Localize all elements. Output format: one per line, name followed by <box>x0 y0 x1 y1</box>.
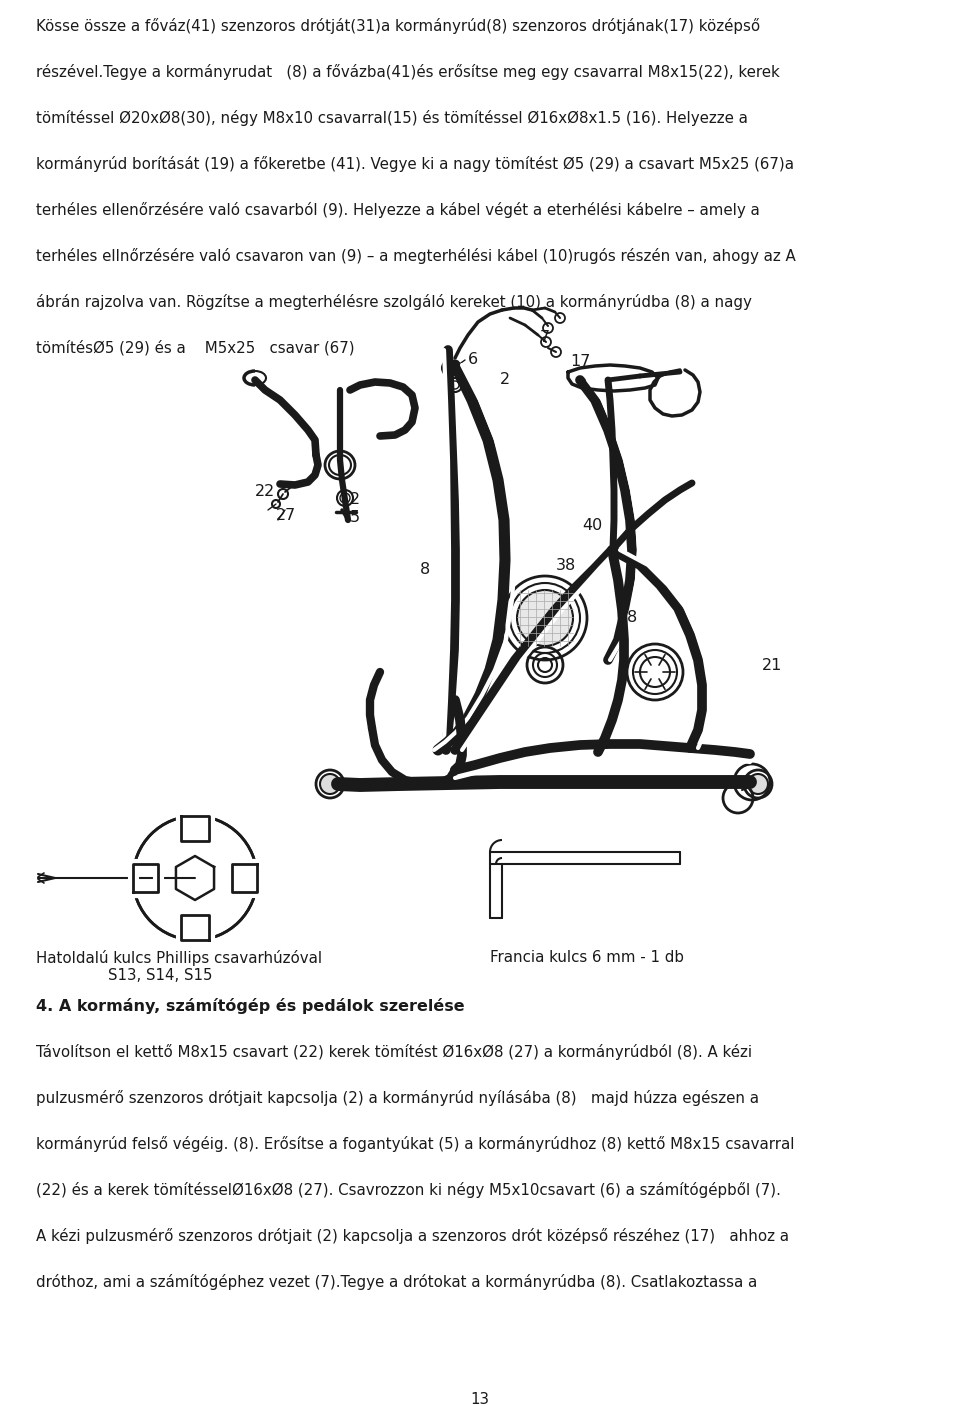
Text: 8: 8 <box>420 562 430 578</box>
Text: S13, S14, S15: S13, S14, S15 <box>108 967 212 983</box>
Text: Hatoldalú kulcs Phillips csavarhúzóval: Hatoldalú kulcs Phillips csavarhúzóval <box>36 950 323 966</box>
Text: 27: 27 <box>276 509 297 523</box>
Text: 2: 2 <box>350 492 360 508</box>
Text: Francia kulcs 6 mm - 1 db: Francia kulcs 6 mm - 1 db <box>490 950 684 965</box>
Text: 21: 21 <box>762 658 782 673</box>
Text: A kézi pulzusmérő szenzoros drótjait (2) kapcsolja a szenzoros drót középső rész: A kézi pulzusmérő szenzoros drótjait (2)… <box>36 1227 789 1244</box>
Text: 22: 22 <box>255 485 276 499</box>
Text: Távolítson el kettő M8x15 csavart (22) kerek tömítést Ø16xØ8 (27) a kormányrúdbó: Távolítson el kettő M8x15 csavart (22) k… <box>36 1045 752 1060</box>
Text: Kösse össze a főváz(41) szenzoros drótját(31)a kormányrúd(8) szenzoros drótjának: Kösse össze a főváz(41) szenzoros drótjá… <box>36 18 760 34</box>
Text: 17: 17 <box>570 354 590 370</box>
Text: dróthoz, ami a számítógéphez vezet (7).Tegye a drótokat a kormányrúdba (8). Csat: dróthoz, ami a számítógéphez vezet (7).T… <box>36 1274 757 1289</box>
Text: 38: 38 <box>556 558 576 574</box>
Text: 4. A kormány, számítógép és pedálok szerelése: 4. A kormány, számítógép és pedálok szer… <box>36 998 465 1014</box>
Text: (22) és a kerek tömítésselØ16xØ8 (27). Csavrozzon ki négy M5x10csavart (6) a szá: (22) és a kerek tömítésselØ16xØ8 (27). C… <box>36 1182 780 1198</box>
Text: 2: 2 <box>500 373 510 388</box>
Text: 6: 6 <box>468 353 478 367</box>
Text: 5: 5 <box>350 510 360 526</box>
Text: terhéles ellenőrzésére való csavarból (9). Helyezze a kábel végét a eterhélési k: terhéles ellenőrzésére való csavarból (9… <box>36 202 759 218</box>
Text: részével.Tegye a kormányrudat   (8) a fővázba(41)és erősítse meg egy csavarral M: részével.Tegye a kormányrudat (8) a fővá… <box>36 65 780 80</box>
Text: tömítésØ5 (29) és a    M5x25   csavar (67): tömítésØ5 (29) és a M5x25 csavar (67) <box>36 340 354 356</box>
Text: tömítéssel Ø20xØ8(30), négy M8x10 csavarral(15) és tömítéssel Ø16xØ8x1.5 (16). H: tömítéssel Ø20xØ8(30), négy M8x10 csavar… <box>36 110 748 127</box>
Text: 40: 40 <box>582 519 602 533</box>
Circle shape <box>517 591 573 645</box>
Text: pulzusmérő szenzoros drótjait kapcsolja (2) a kormányrúd nyílásába (8)   majd hú: pulzusmérő szenzoros drótjait kapcsolja … <box>36 1090 759 1107</box>
Text: ábrán rajzolva van. Rögzítse a megterhélésre szolgáló kereket (10) a kormányrúdb: ábrán rajzolva van. Rögzítse a megterhél… <box>36 294 752 309</box>
Text: terhéles ellnőrzésére való csavaron van (9) – a megterhélési kábel (10)rugós rés: terhéles ellnőrzésére való csavaron van … <box>36 247 796 264</box>
Circle shape <box>320 773 340 794</box>
Text: 7: 7 <box>540 330 550 346</box>
Text: kormányrúd felső végéig. (8). Erősítse a fogantyúkat (5) a kormányrúdhoz (8) ket: kormányrúd felső végéig. (8). Erősítse a… <box>36 1136 795 1152</box>
Circle shape <box>748 773 768 794</box>
Text: 13: 13 <box>470 1392 490 1406</box>
Text: kormányrúd borítását (19) a főkeretbe (41). Vegye ki a nagy tömítést Ø5 (29) a c: kormányrúd borítását (19) a főkeretbe (4… <box>36 156 794 172</box>
Text: 38: 38 <box>618 610 638 626</box>
